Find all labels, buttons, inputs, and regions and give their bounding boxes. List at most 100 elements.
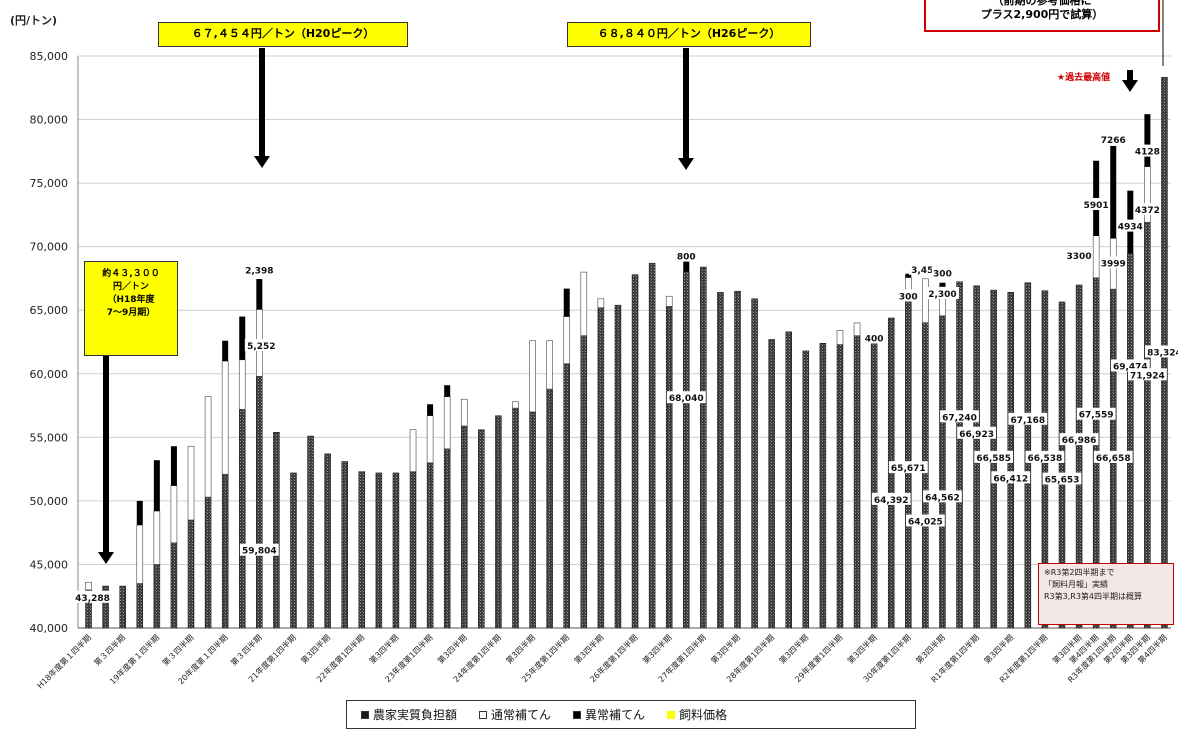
data-label: 7266 [1101,136,1126,146]
data-label-bg [1145,345,1178,358]
data-label: 65,653 [1045,476,1080,486]
y-unit-label: (円/トン) [10,14,57,27]
legend-label-farmer: 農家実質負担額 [373,708,458,722]
bar-farmer-burden [546,388,553,629]
bar-farmer-burden [751,298,758,629]
data-label: 3300 [1067,252,1092,262]
data-label: 5901 [1084,201,1109,211]
data-label-bg [239,543,279,556]
bar-farmer-burden [221,473,229,629]
data-label-bg [73,590,112,603]
bar-farmer-burden [324,453,331,629]
bar-farmer-burden [358,471,366,629]
bar-abnormal-compensation [170,446,177,486]
bar-farmer-burden [683,271,690,629]
legend-label-price: 飼料価格 [679,708,728,722]
legend-item-normal: 通常補てん [479,706,551,723]
bar-normal-compensation [187,445,195,521]
x-tick-label: 第3四半期 [845,632,878,665]
bar-farmer-burden [204,496,212,629]
legend-item-farmer: 農家実質負担額 [361,706,457,723]
data-label: 67,240 [942,413,977,423]
bar-farmer-burden [119,585,126,629]
bar-farmer-burden [187,519,195,629]
bar-farmer-burden [922,322,929,629]
data-label-bg [1133,203,1161,216]
bar-farmer-burden [717,292,724,629]
bar-abnormal-compensation [905,273,912,278]
record-high-arrow-head [1122,80,1138,92]
bar-farmer-burden [939,315,946,629]
bar-farmer-burden [768,339,775,629]
bar-farmer-burden [512,407,519,629]
data-label: 2,300 [928,290,956,300]
bar-normal-compensation [580,271,588,336]
data-label-bg [940,410,979,423]
legend-label-normal: 通常補てん [491,708,552,722]
x-tick-label: 第3四半期 [572,632,605,665]
bar-normal-compensation [836,330,844,345]
data-label: 2,398 [245,266,273,276]
bar-farmer-burden [648,262,656,629]
reference-price-line-1: （前期の参考価格に [992,0,1092,7]
bar-farmer-burden [1058,301,1066,629]
x-tick-label: 第３四半期 [228,632,263,667]
bar-normal-compensation [170,485,178,544]
x-tick-label: 第3四半期 [299,632,332,665]
bar-farmer-burden [153,564,161,629]
data-label: 400 [865,334,884,344]
data-label-bg [244,339,278,352]
data-source-note: ※R3第2四半期まで 「飼料月報」実績 R3第3,R3第4四半期は概算 [1038,563,1174,625]
bar-farmer-burden [734,290,741,629]
bar-farmer-burden [785,331,792,629]
h26-peak-arrow-head [678,158,694,170]
bar-normal-compensation [512,401,519,409]
data-label-bg [888,461,928,474]
y-tick-label: 75,000 [30,177,69,190]
bar-farmer-burden [956,281,963,629]
data-labels: 43,288 59,804 5,252 2,398 68,040 800 400 64,392… [73,133,1178,604]
bar-farmer-burden [631,274,639,629]
bar-abnormal-compensation [1110,145,1117,239]
data-label: 4128 [1135,148,1160,158]
legend-swatch-abnormal [573,710,582,719]
bar-abnormal-compensation [136,500,143,526]
legend-swatch-price [667,710,676,719]
legend-swatch-normal [479,710,488,719]
x-tick-label: 第3四半期 [367,632,400,665]
data-label-bg [1099,256,1127,269]
bar-farmer-burden [273,431,280,629]
h18-arrow-head [98,552,114,564]
data-label: 71,924 [1130,371,1165,381]
data-label-bg [1116,219,1144,232]
bar-farmer-burden [256,376,263,629]
reference-price-line-2: プラス2,900円で試算） [980,8,1104,21]
data-label-bg [897,289,919,302]
bar-normal-compensation [204,396,212,498]
data-label-bg [974,450,1014,463]
bar-farmer-burden [597,307,605,629]
note-line-1: ※R3第2四半期まで [1044,568,1115,577]
bar-farmer-burden [170,542,178,629]
note-line-2: 「飼料月報」実績 [1044,580,1108,589]
bar-abnormal-compensation [256,279,263,310]
y-tick-label: 50,000 [30,495,69,508]
bar-farmer-burden [443,448,451,629]
data-label: 300 [933,270,952,280]
bar-farmer-burden [700,266,707,629]
h18-callout-line-4: 7～9月期） [106,308,156,318]
data-label-bg [1065,248,1093,261]
h20-peak-callout: ６７,４５４円／トン（H20ピーク） [158,22,408,47]
bar-abnormal-compensation [239,316,246,360]
bar-normal-compensation [136,524,144,584]
data-label: 69,474 [1113,362,1148,372]
data-label: 66,658 [1096,454,1131,464]
data-label: 43,288 [75,594,110,604]
bar-abnormal-compensation [153,460,160,512]
data-label: 4934 [1118,223,1143,233]
bar-farmer-burden [409,471,417,629]
h20-peak-arrow-head [254,156,270,168]
y-tick-label: 60,000 [30,368,69,381]
data-label: 66,585 [976,454,1011,464]
